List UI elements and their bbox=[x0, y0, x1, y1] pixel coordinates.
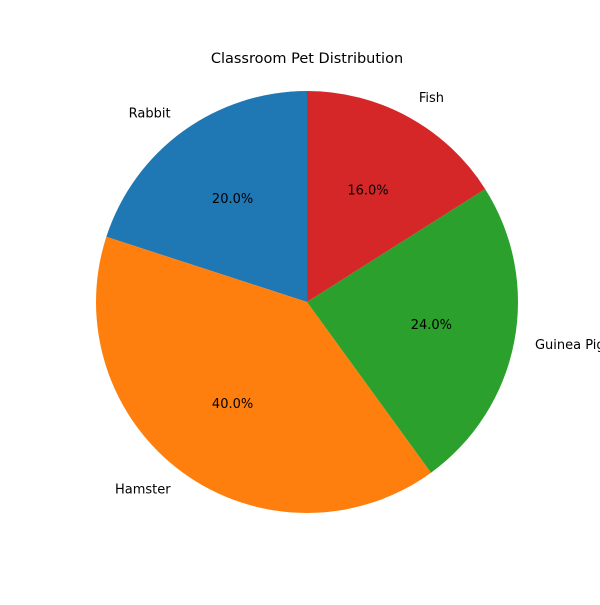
pie-category-label: Rabbit bbox=[129, 107, 171, 122]
pie-percent-label: 40.0% bbox=[212, 397, 253, 412]
pie-slice-fish bbox=[307, 91, 486, 302]
pie-labels: 20.0% Rabbit 40.0% Hamster 24.0% Guinea Pig 16… bbox=[115, 91, 600, 497]
pie-category-label: Guinea Pig bbox=[535, 338, 600, 353]
pie-slice-guinea-pig bbox=[307, 188, 518, 473]
pie-slices bbox=[96, 91, 518, 513]
pie-percent-label: 16.0% bbox=[347, 184, 388, 199]
chart-title: Classroom Pet Distribution bbox=[211, 51, 403, 67]
pie-slice-rabbit bbox=[106, 91, 307, 302]
pie-percent-label: 24.0% bbox=[411, 318, 452, 333]
pie-percent-label: 20.0% bbox=[212, 192, 253, 207]
pie-category-label: Fish bbox=[419, 91, 444, 106]
pie-slice-hamster bbox=[96, 236, 432, 513]
pie-category-label: Hamster bbox=[115, 482, 171, 497]
